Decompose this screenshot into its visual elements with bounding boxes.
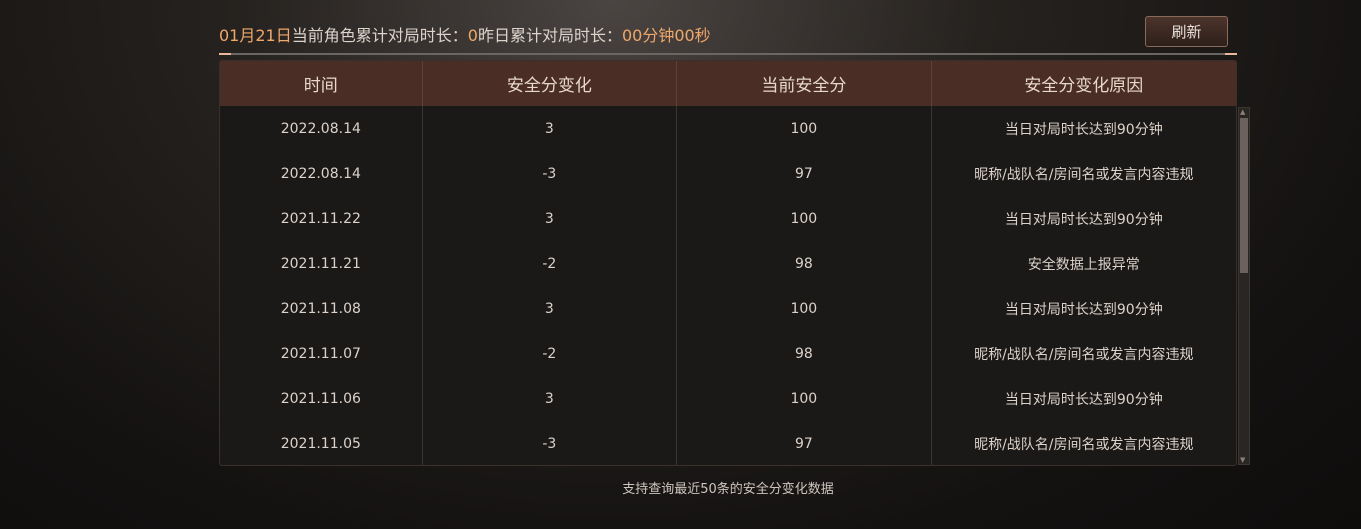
current-value: 0 — [467, 26, 478, 45]
table-row: 2021.11.05 -3 97 昵称/战队名/房间名或发言内容违规 — [220, 421, 1236, 465]
score-change-cell: -2 — [423, 241, 678, 286]
yesterday-value: 00分钟00秒 — [621, 26, 711, 45]
scrollbar[interactable]: ▲ ▼ — [1238, 107, 1250, 465]
score-change-cell: -3 — [423, 421, 678, 465]
score-change-cell: 3 — [423, 106, 678, 151]
date-cell: 2021.11.05 — [220, 421, 423, 465]
current-score-cell: 98 — [677, 241, 932, 286]
table-row: 2021.11.07 -2 98 昵称/战队名/房间名或发言内容违规 — [220, 331, 1236, 376]
divider — [219, 53, 1237, 55]
date-cell: 2021.11.06 — [220, 376, 423, 421]
table-row: 2022.08.14 3 100 当日对局时长达到90分钟 — [220, 106, 1236, 151]
date: 01月21日 — [219, 26, 292, 45]
score-change-cell: 3 — [423, 376, 678, 421]
date-cell: 2022.08.14 — [220, 151, 423, 196]
current-score-cell: 100 — [677, 196, 932, 241]
reason-cell: 当日对局时长达到90分钟 — [1004, 301, 1163, 318]
current-score-cell: 97 — [677, 151, 932, 196]
column-header: 时间 — [220, 61, 423, 106]
score-history-table: 时间 安全分变化 当前安全分 安全分变化原因 2022.08.14 3 100 当日对… — [219, 60, 1237, 466]
reason-cell: 当日对局时长达到90分钟 — [1004, 121, 1163, 138]
current-label: 当前角色累计对局时长： — [291, 26, 468, 45]
table-row: 2022.08.14 -3 97 昵称/战队名/房间名或发言内容违规 — [220, 151, 1236, 196]
refresh-button[interactable]: 刷新 — [1145, 16, 1228, 47]
table-row: 2021.11.21 -2 98 安全数据上报异常 — [220, 241, 1236, 286]
column-header: 安全分变化原因 — [1024, 76, 1144, 96]
reason-cell: 昵称/战队名/房间名或发言内容违规 — [974, 166, 1194, 183]
table-body: 2022.08.14 3 100 当日对局时长达到90分钟 2022.08.14 -3 97… — [220, 106, 1236, 465]
table-header: 时间 安全分变化 当前安全分 安全分变化原因 — [220, 61, 1236, 106]
reason-cell: 昵称/战队名/房间名或发言内容违规 — [974, 436, 1194, 453]
column-header: 当前安全分 — [677, 61, 932, 106]
current-score-cell: 98 — [677, 331, 932, 376]
column-header: 安全分变化 — [423, 61, 678, 106]
table-row: 2021.11.08 3 100 当日对局时长达到90分钟 — [220, 286, 1236, 331]
reason-cell: 安全数据上报异常 — [1027, 256, 1140, 273]
current-score-cell: 97 — [677, 421, 932, 465]
scroll-up-icon[interactable]: ▲ — [1240, 108, 1246, 116]
current-score-cell: 100 — [677, 376, 932, 421]
date-cell: 2022.08.14 — [220, 106, 423, 151]
current-score-cell: 100 — [677, 286, 932, 331]
score-change-cell: 3 — [423, 196, 678, 241]
table-row: 2021.11.22 3 100 当日对局时长达到90分钟 — [220, 196, 1236, 241]
date-cell: 2021.11.22 — [220, 196, 423, 241]
score-change-cell: -2 — [423, 331, 678, 376]
current-score-cell: 100 — [677, 106, 932, 151]
score-change-cell: -3 — [423, 151, 678, 196]
table-row: 2021.11.06 3 100 当日对局时长达到90分钟 — [220, 376, 1236, 421]
scrollbar-thumb[interactable] — [1240, 118, 1248, 273]
scroll-down-icon[interactable]: ▼ — [1240, 456, 1246, 464]
play-time-summary: 01月21日当前角色累计对局时长：0昨日累计对局时长：00分钟00秒 — [219, 22, 711, 46]
date-cell: 2021.11.07 — [220, 331, 423, 376]
date-cell: 2021.11.08 — [220, 286, 423, 331]
footer-note: 支持查询最近50条的安全分变化数据 — [622, 482, 834, 497]
reason-cell: 当日对局时长达到90分钟 — [1004, 391, 1163, 408]
reason-cell: 昵称/战队名/房间名或发言内容违规 — [974, 346, 1194, 363]
score-change-cell: 3 — [423, 286, 678, 331]
yesterday-label: 昨日累计对局时长： — [477, 26, 622, 45]
reason-cell: 当日对局时长达到90分钟 — [1004, 211, 1163, 228]
date-cell: 2021.11.21 — [220, 241, 423, 286]
